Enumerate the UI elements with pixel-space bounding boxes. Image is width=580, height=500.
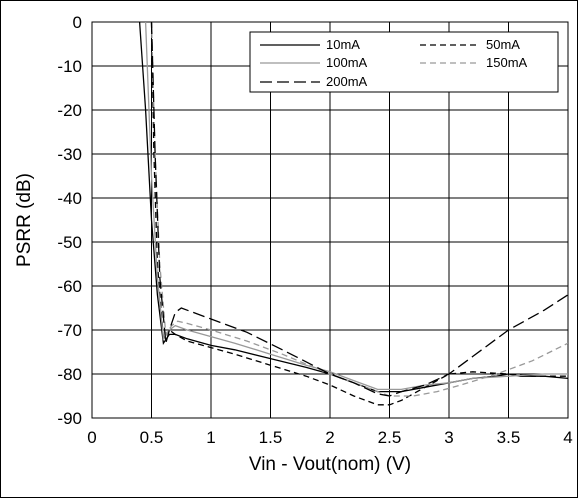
x-tick-label: 2	[325, 428, 334, 447]
x-tick-label: 3.5	[497, 428, 521, 447]
series-layer	[138, 22, 568, 406]
x-tick-label: 0	[87, 428, 96, 447]
series-150ma-line	[150, 22, 568, 397]
y-tick-label: 0	[73, 13, 82, 32]
y-tick-label: -90	[57, 409, 82, 428]
y-tick-label: -50	[57, 233, 82, 252]
x-tick-label: 2.5	[378, 428, 402, 447]
y-tick-labels: 0 -10 -20 -30 -40 -50 -60 -70 -80 -90	[57, 13, 82, 428]
x-axis-label: Vin - Vout(nom) (V)	[249, 454, 411, 475]
y-tick-label: -60	[57, 277, 82, 296]
x-tick-label: 4	[563, 428, 572, 447]
legend-label: 50mA	[486, 37, 520, 52]
y-axis-label: PSRR (dB)	[14, 173, 35, 267]
x-tick-label: 1	[206, 428, 215, 447]
y-tick-label: -40	[57, 189, 82, 208]
legend-label: 100mA	[326, 55, 368, 70]
x-tick-labels: 0 0.5 1 1.5 2 2.5 3 3.5 4	[87, 428, 572, 447]
legend-label: 10mA	[326, 37, 360, 52]
legend: 10mA 50mA 100mA 150mA 200mA	[249, 31, 559, 93]
legend-label: 200mA	[326, 74, 368, 89]
x-tick-label: 3	[444, 428, 453, 447]
x-tick-label: 1.5	[259, 428, 283, 447]
legend-label: 150mA	[486, 55, 528, 70]
plot-area	[91, 21, 569, 419]
y-tick-label: -30	[57, 145, 82, 164]
y-tick-label: -10	[57, 57, 82, 76]
y-tick-label: -80	[57, 365, 82, 384]
y-tick-label: -20	[57, 101, 82, 120]
x-tick-label: 0.5	[140, 428, 164, 447]
y-tick-label: -70	[57, 321, 82, 340]
series-200ma-line	[150, 22, 568, 397]
